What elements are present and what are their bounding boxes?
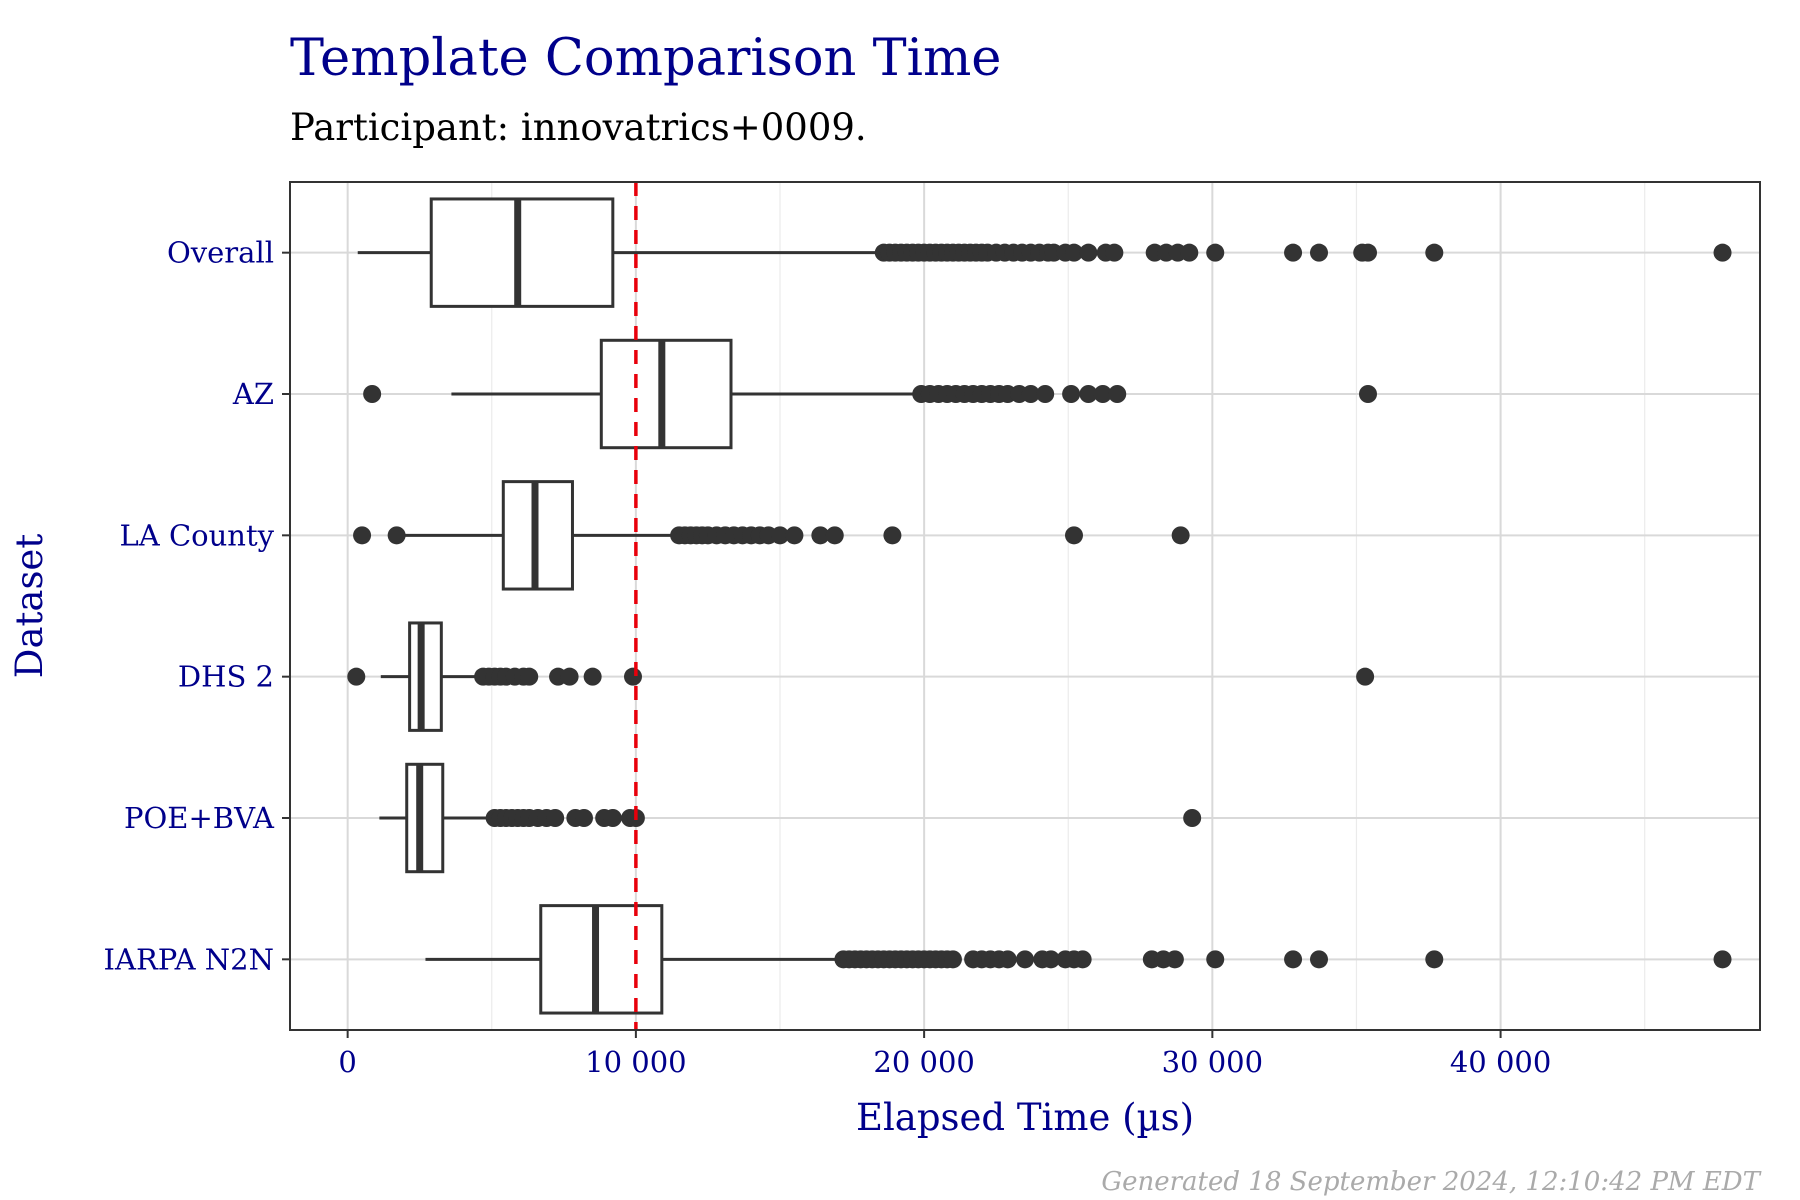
box-dhs-2 — [347, 621, 1375, 732]
y-tick-label: AZ — [232, 377, 274, 411]
outlier-point — [347, 667, 366, 686]
box-iarpa-n2n — [425, 904, 1732, 1015]
box-iqr — [405, 762, 445, 874]
outlier-point — [1713, 243, 1732, 262]
outlier-point — [387, 526, 406, 545]
outlier-point — [825, 526, 844, 545]
outlier-point — [1073, 950, 1092, 969]
boxes-layer — [347, 197, 1732, 1015]
chart-caption: Generated 18 September 2024, 12:10:42 PM… — [1101, 1167, 1761, 1197]
outlier-point — [1284, 950, 1303, 969]
outlier-point — [1165, 950, 1184, 969]
outlier-point — [943, 950, 962, 969]
outlier-point — [998, 950, 1017, 969]
box-iqr — [408, 621, 443, 732]
outlier-point — [353, 526, 372, 545]
outlier-point — [1079, 385, 1098, 403]
box-iqr — [599, 338, 733, 450]
outlier-point — [1108, 385, 1127, 403]
outlier-point — [1079, 243, 1098, 262]
outlier-point — [1041, 950, 1060, 969]
y-tick-label: IARPA N2N — [104, 942, 274, 976]
outlier-point — [1016, 950, 1034, 969]
outlier-point — [1713, 950, 1732, 969]
outlier-point — [1359, 243, 1377, 262]
y-tick-label: DHS 2 — [178, 660, 274, 694]
x-tick-label: 10 000 — [585, 1045, 686, 1079]
outlier-point — [546, 809, 565, 827]
x-axis-title: Elapsed Time (µs) — [856, 1096, 1194, 1139]
y-tick-label: Overall — [167, 236, 274, 270]
x-axis: 0 10 000 20 000 30 000 40 000 — [338, 1030, 1551, 1079]
outlier-point — [624, 667, 642, 686]
grid-minor — [491, 182, 1646, 1030]
box-iqr — [539, 904, 664, 1015]
x-tick-label: 40 000 — [1450, 1045, 1551, 1079]
outlier-point — [1206, 950, 1225, 969]
box-iqr — [429, 197, 615, 308]
outlier-point — [785, 526, 804, 545]
x-tick-label: 30 000 — [1162, 1045, 1263, 1079]
outlier-point — [1093, 385, 1112, 403]
outlier-point — [560, 667, 579, 686]
outlier-point — [583, 667, 602, 686]
y-axis: Overall AZ LA County DHS 2 POE+BVA IARPA N2N — [104, 236, 290, 976]
outlier-point — [1359, 385, 1377, 403]
outlier-point — [520, 667, 539, 686]
y-tick-label: LA County — [120, 518, 275, 552]
y-axis-title: Dataset — [8, 534, 51, 679]
plot-panel-border — [289, 181, 1761, 1031]
x-tick-label: 0 — [338, 1045, 356, 1079]
outlier-point — [1105, 243, 1124, 262]
plot-panel — [290, 182, 1760, 1030]
chart-title: Template Comparison Time — [290, 29, 1002, 88]
outlier-point — [1425, 243, 1444, 262]
box-az — [363, 338, 1377, 450]
outlier-point — [1171, 526, 1190, 545]
outlier-point — [1036, 385, 1055, 403]
outlier-point — [575, 809, 593, 827]
outlier-point — [1356, 667, 1375, 686]
outlier-point — [1180, 243, 1199, 262]
outlier-point — [603, 809, 622, 827]
outlier-point — [1284, 243, 1303, 262]
outlier-point — [1062, 385, 1081, 403]
outlier-point — [1183, 809, 1202, 827]
box-poe-bva — [379, 762, 1202, 874]
outlier-point — [883, 526, 902, 545]
outlier-point — [1021, 385, 1040, 403]
outlier-point — [1310, 950, 1328, 969]
x-tick-label: 20 000 — [873, 1045, 974, 1079]
outlier-point — [363, 385, 382, 403]
outlier-point — [1065, 526, 1083, 545]
box-overall — [357, 197, 1732, 308]
outlier-point — [771, 526, 789, 545]
outlier-point — [1065, 243, 1083, 262]
outlier-point — [1310, 243, 1328, 262]
box-la-county — [353, 480, 1190, 591]
chart-subtitle: Participant: innovatrics+0009. — [290, 106, 867, 149]
outlier-point — [811, 526, 830, 545]
outlier-point — [1206, 243, 1225, 262]
outlier-point — [1425, 950, 1444, 969]
y-tick-label: POE+BVA — [124, 801, 275, 835]
